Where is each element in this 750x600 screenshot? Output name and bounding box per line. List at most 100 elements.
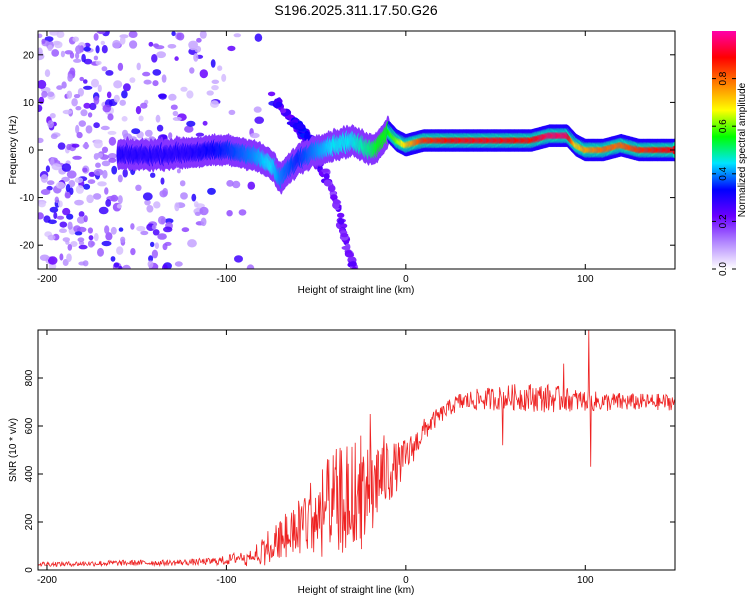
spectrogram-noise-blob: [78, 120, 87, 127]
spectrogram-noise-blob: [171, 31, 176, 37]
spectrogram-noise-blob: [95, 162, 101, 168]
spectrogram-branch-blob: [327, 184, 336, 193]
spectrogram-noise-blob: [226, 180, 234, 187]
spectrogram-noise-blob: [82, 260, 89, 267]
spectrogram-noise-blob: [117, 62, 124, 71]
spectrogram-noise-blob: [73, 94, 81, 99]
spectrogram-noise-blob: [140, 230, 149, 236]
spectrogram-noise-blob: [199, 31, 207, 39]
spectrogram-noise-blob: [142, 192, 153, 201]
spectrogram-noise-blob: [107, 113, 114, 121]
spectrogram-branch-blob: [280, 108, 287, 114]
spectrogram-noise-blob: [54, 196, 59, 204]
spectrogram-noise-blob: [61, 81, 67, 89]
spectrogram-noise-blob: [118, 265, 123, 269]
spectrogram-branch-blob: [267, 91, 276, 97]
spectrogram-noise-blob: [59, 253, 64, 261]
snr-x-tick-label: 0: [403, 575, 409, 586]
spectrogram-noise-blob: [188, 42, 197, 51]
spectrogram-noise-blob: [95, 152, 104, 159]
spectrogram-noise-blob: [136, 225, 146, 232]
snr-x-tick-label: -100: [216, 575, 236, 586]
spectrogram-noise-blob: [156, 124, 164, 132]
spectrogram-noise-blob: [38, 212, 44, 220]
spectrogram-noise-blob: [110, 256, 116, 262]
spectrogram-noise-blob: [101, 146, 109, 153]
spectrogram-noise-blob: [153, 201, 161, 209]
spectrogram-noise-blob: [97, 181, 107, 187]
spectrogram-noise-blob: [82, 167, 88, 173]
spectrogram-noise-blob: [116, 204, 122, 209]
spectrogram-noise-blob: [144, 199, 151, 206]
spectrogram-noise-blob: [75, 45, 83, 54]
snr-y-tick-label: 800: [24, 369, 35, 386]
spectrogram-branch-blob: [337, 218, 345, 225]
spectrogram-noise-blob: [53, 212, 58, 219]
spectrogram-noise-blob: [95, 60, 102, 65]
spectrogram-noise-blob: [105, 199, 112, 207]
spectrogram-noise-blob: [246, 264, 255, 269]
spectrogram-noise-blob: [38, 47, 43, 56]
spectrogram-noise-blob: [104, 187, 109, 195]
spectrogram-noise-blob: [55, 181, 66, 189]
spectrogram-noise-blob: [71, 98, 78, 107]
spectrogram-noise-blob: [89, 102, 97, 111]
spectrogram-noise-blob: [72, 155, 82, 160]
spectrogram-noise-blob: [47, 120, 54, 129]
snr-x-tick-label: -200: [37, 575, 57, 586]
spectrogram-noise-blob: [174, 56, 179, 61]
spectrogram-noise-blob: [105, 232, 113, 241]
spectrogram-noise-blob: [120, 236, 126, 243]
spectrogram-noise-blob: [67, 221, 73, 230]
spectrogram-noise-blob: [58, 200, 63, 208]
spectrogram-noise-blob: [184, 125, 194, 133]
spectrogram-noise-blob: [135, 106, 142, 115]
spectrogram-noise-blob: [67, 73, 73, 82]
spectrogram-y-tick-label: 0: [28, 146, 34, 157]
spectrogram-noise-blob: [226, 210, 233, 217]
snr-y-tick-label: 0: [24, 567, 35, 573]
spectrogram-x-tick-label: 100: [577, 274, 594, 285]
spectrogram-noise-blob: [180, 192, 188, 200]
spectrogram-noise-blob: [146, 205, 154, 213]
spectrogram-noise-blob: [86, 194, 94, 204]
spectrogram-noise-blob: [180, 86, 188, 92]
spectrogram-noise-blob: [110, 226, 117, 235]
spectrogram-noise-blob: [69, 187, 74, 195]
spectrogram-noise-blob: [88, 171, 96, 177]
spectrogram-noise-blob: [87, 240, 95, 248]
spectrogram-branch-blob: [323, 173, 330, 180]
spectrogram-noise-blob: [159, 190, 168, 198]
spectrogram-noise-blob: [66, 170, 77, 179]
spectrogram-noise-blob: [172, 110, 179, 117]
spectrogram-noise-blob: [187, 239, 197, 248]
spectrogram-noise-blob: [62, 237, 70, 243]
spectrogram-noise-blob: [227, 45, 236, 52]
spectrogram-noise-blob: [129, 136, 137, 141]
spectrogram-noise-blob: [87, 112, 93, 118]
spectrogram-y-tick-label: -10: [20, 193, 35, 204]
spectrogram-noise-blob: [119, 99, 126, 106]
spectrogram-noise-blob: [174, 261, 183, 267]
spectrogram-x-axis-label: Height of straight line (km): [298, 285, 415, 296]
spectrogram-noise-blob: [46, 180, 55, 186]
spectrogram-noise-blob: [62, 109, 73, 115]
spectrogram-noise-blob: [111, 165, 118, 175]
spectrogram-noise-blob: [150, 241, 155, 248]
spectrogram-noise-blob: [49, 113, 56, 119]
spectrogram-noise-blob: [47, 219, 57, 225]
spectrogram-noise-blob: [164, 218, 174, 224]
spectrogram-noise-blob: [66, 213, 74, 220]
spectrogram-noise-blob: [148, 41, 154, 47]
spectrogram-noise-blob: [44, 69, 51, 77]
spectrogram-noise-blob: [66, 143, 72, 151]
spectrogram-noise-blob: [112, 39, 121, 49]
spectrogram-noise-blob: [211, 85, 219, 91]
spectrogram-noise-blob: [193, 53, 199, 62]
spectrogram-noise-blob: [199, 206, 209, 216]
spectrogram-noise-blob: [77, 87, 84, 97]
spectrogram-noise-blob: [38, 33, 43, 38]
spectrogram-noise-blob: [74, 177, 84, 184]
spectrogram-noise-blob: [51, 163, 62, 171]
spectrogram-branch-blob: [351, 266, 358, 269]
